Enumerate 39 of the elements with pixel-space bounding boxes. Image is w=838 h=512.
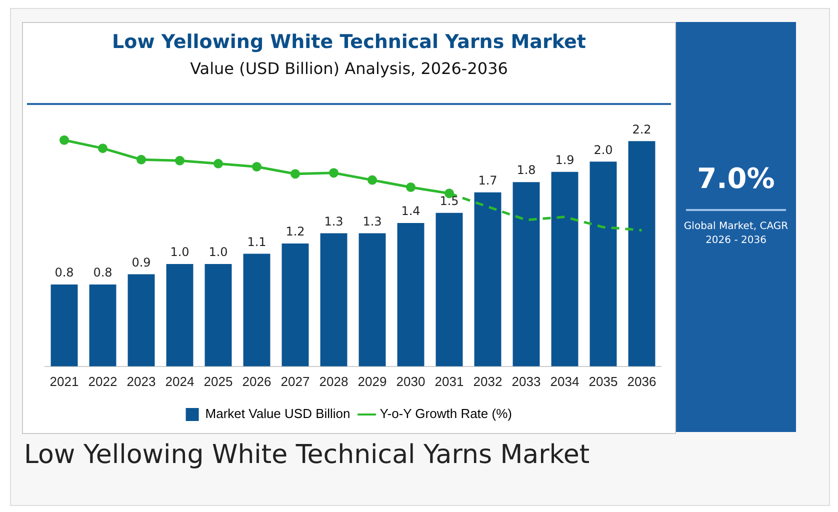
data-label: 1.3 xyxy=(362,214,382,228)
x-tick-label: 2023 xyxy=(126,374,156,389)
data-label: 1.1 xyxy=(247,234,266,249)
data-label: 2.0 xyxy=(594,142,613,157)
chart-subtitle: Value (USD Billion) Analysis, 2026-2036 xyxy=(189,59,509,78)
chart-title: Low Yellowing White Technical Yarns Market xyxy=(111,31,587,53)
x-tick-label: 2026 xyxy=(242,374,272,389)
text: Global Market, CAGR 2026 - 2036 xyxy=(682,220,790,248)
legend-label: Market Value USD Billion xyxy=(205,406,350,422)
data-label: 1.3 xyxy=(324,214,344,228)
data-label: 1.2 xyxy=(286,224,305,239)
data-label: 0.9 xyxy=(132,255,151,270)
x-tick-label: 2027 xyxy=(280,374,310,389)
data-label: 0.8 xyxy=(54,266,74,280)
x-tick-label: 2034 xyxy=(550,374,580,389)
x-tick-label: 2035 xyxy=(588,374,618,389)
x-tick-label: 2021 xyxy=(50,374,79,389)
data-label: 2.2 xyxy=(632,122,652,136)
data-label: 1.0 xyxy=(170,245,190,260)
legend-label: Y-o-Y Growth Rate (%) xyxy=(380,406,512,422)
data-label: 0.8 xyxy=(93,266,112,280)
data-label: 1.0 xyxy=(208,245,228,260)
data-label: 1.9 xyxy=(555,152,574,167)
data-label: 1.5 xyxy=(440,194,459,208)
x-tick-label: 2031 xyxy=(434,374,464,389)
text: 7.0% xyxy=(696,162,776,195)
x-tick-label: 2029 xyxy=(358,374,387,389)
data-label: 1.8 xyxy=(516,163,536,178)
x-tick-label: 2028 xyxy=(319,374,348,389)
x-tick-label: 2025 xyxy=(204,374,233,389)
x-tick-label: 2024 xyxy=(165,374,194,389)
data-label: 1.4 xyxy=(401,204,420,218)
x-tick-label: 2022 xyxy=(88,374,118,389)
data-label: 1.7 xyxy=(478,173,498,188)
x-tick-label: 2032 xyxy=(473,374,502,389)
text: Low Yellowing White Technical Yarns Market xyxy=(24,440,590,470)
x-tick-label: 2030 xyxy=(396,374,426,389)
x-tick-label: 2033 xyxy=(512,374,541,389)
x-tick-label: 2036 xyxy=(627,374,656,389)
